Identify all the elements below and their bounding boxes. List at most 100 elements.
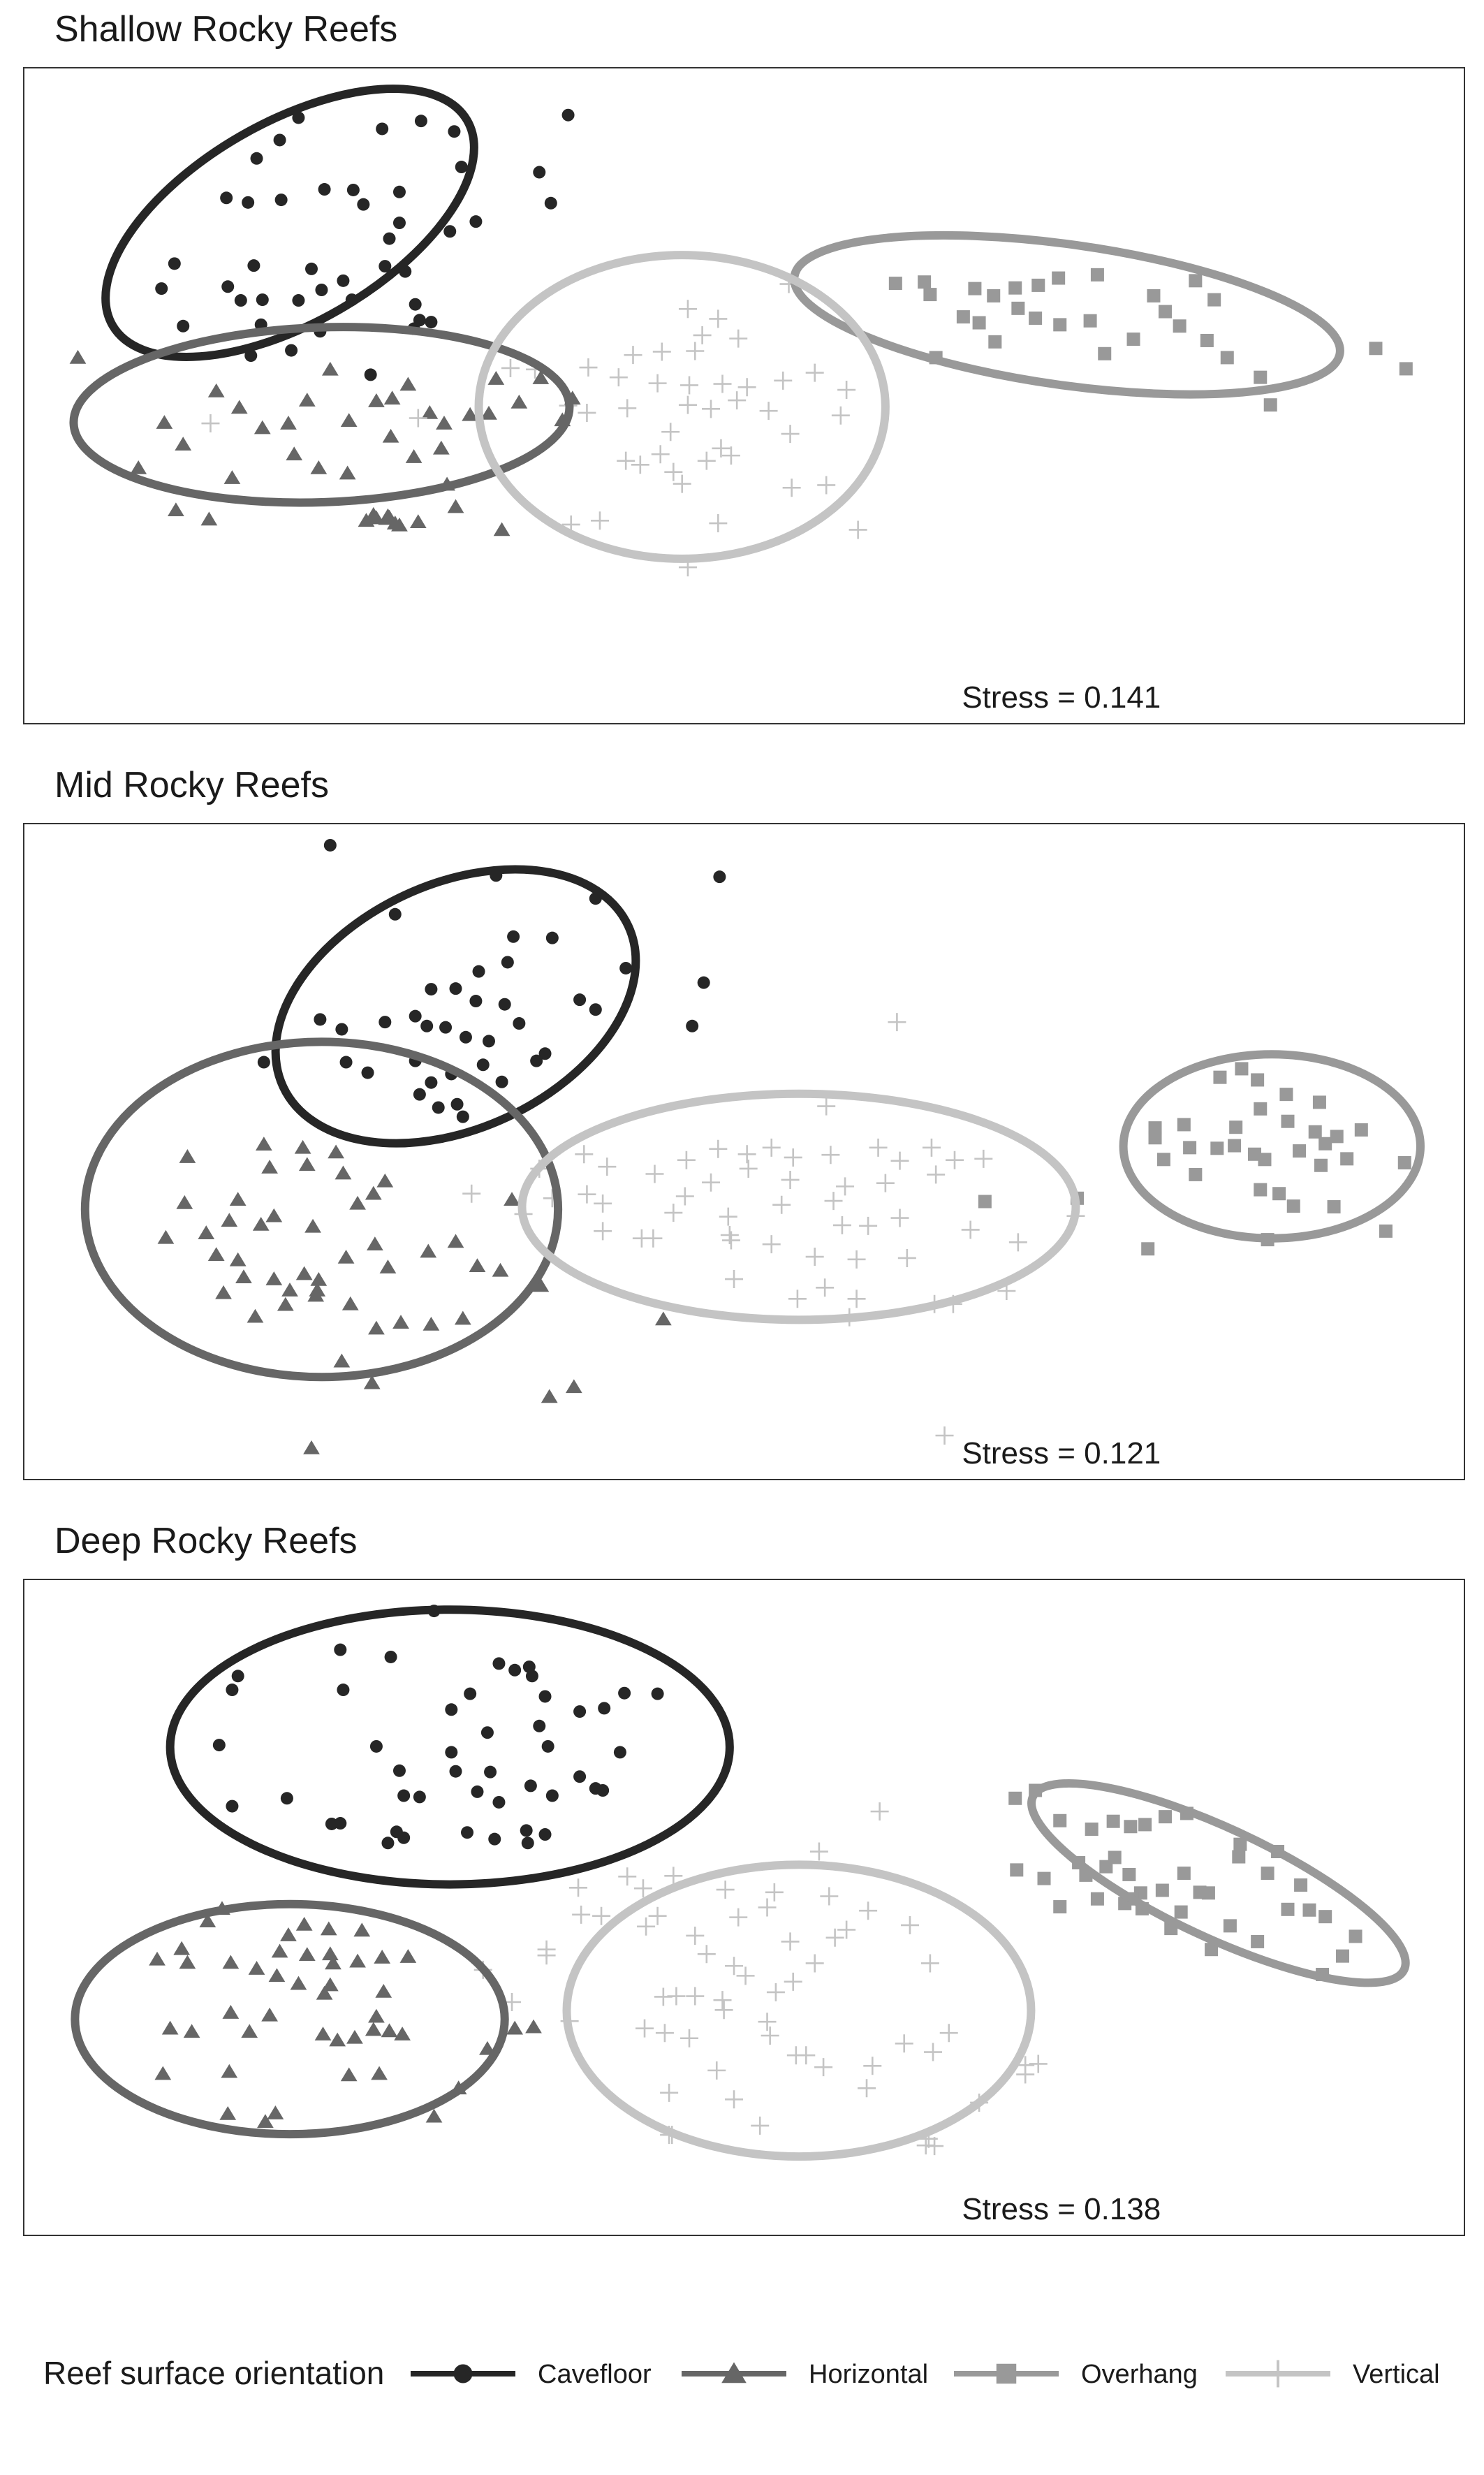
overhang-point bbox=[1399, 362, 1413, 376]
vertical-point bbox=[897, 1248, 916, 1267]
vertical-point bbox=[895, 2034, 913, 2053]
cavefloor-point bbox=[488, 1832, 501, 1846]
horizontal-point bbox=[320, 1921, 337, 1936]
cavefloor-point bbox=[414, 115, 427, 128]
overhang-point bbox=[1193, 1885, 1207, 1899]
cavefloor-point bbox=[498, 998, 511, 1011]
cavefloor-point bbox=[541, 1739, 554, 1753]
horizontal-point bbox=[328, 1144, 344, 1159]
cavefloor-point bbox=[234, 294, 247, 307]
horizontal-point bbox=[447, 499, 464, 513]
horizontal-point bbox=[394, 2027, 411, 2040]
series-vertical bbox=[473, 1802, 1048, 2156]
vertical-point bbox=[592, 1906, 611, 1925]
overhang-point bbox=[1141, 1242, 1155, 1256]
cavefloor-point bbox=[492, 1795, 506, 1809]
cavefloor-point bbox=[573, 1770, 587, 1783]
horizontal-point bbox=[156, 415, 173, 429]
cavefloor-point bbox=[420, 1019, 434, 1032]
cavefloor-point bbox=[459, 1030, 472, 1044]
horizontal-point bbox=[281, 1283, 298, 1297]
cavefloor-point bbox=[226, 1799, 239, 1813]
vertical-point bbox=[848, 520, 867, 539]
cavefloor-point bbox=[409, 1009, 422, 1023]
vertical-point bbox=[759, 402, 778, 421]
horizontal-point bbox=[255, 1137, 272, 1151]
vertical-point bbox=[693, 326, 712, 344]
vertical-point bbox=[709, 514, 728, 533]
overhang-point bbox=[923, 288, 937, 302]
overhang-point bbox=[1124, 1820, 1138, 1834]
vertical-point bbox=[720, 1226, 739, 1245]
cavefloor-point bbox=[334, 1643, 347, 1656]
overhang-point bbox=[1085, 1823, 1099, 1837]
cavefloor-point bbox=[357, 198, 370, 211]
horizontal-point bbox=[368, 2008, 385, 2023]
cavefloor-point bbox=[212, 1739, 226, 1752]
horizontal-point bbox=[254, 420, 271, 435]
horizontal-point bbox=[321, 1977, 339, 1992]
cavefloor-point bbox=[323, 838, 337, 852]
vertical-point bbox=[661, 423, 680, 441]
vertical-point bbox=[644, 1229, 663, 1248]
vertical-point bbox=[890, 1209, 909, 1227]
cavefloor-point bbox=[425, 316, 438, 329]
vertical-point bbox=[618, 399, 637, 418]
cavefloor-point bbox=[561, 108, 575, 122]
overhang-point bbox=[1369, 342, 1383, 356]
vertical-point bbox=[729, 1908, 748, 1927]
overhang-point bbox=[1158, 305, 1172, 319]
vertical-point bbox=[772, 1195, 791, 1214]
cavefloor-point bbox=[538, 1828, 552, 1841]
vertical-point bbox=[713, 374, 732, 393]
cavefloor-point bbox=[471, 1785, 484, 1798]
horizontal-point bbox=[386, 516, 404, 530]
cavefloor-point bbox=[257, 1056, 270, 1069]
cavefloor-point bbox=[397, 1789, 411, 1802]
vertical-point bbox=[501, 358, 520, 377]
horizontal-point bbox=[215, 1285, 232, 1299]
cavefloor-point bbox=[461, 1826, 474, 1839]
cavefloor-point bbox=[544, 196, 557, 210]
overhang-point bbox=[1293, 1144, 1307, 1158]
vertical-point bbox=[594, 1194, 612, 1213]
horizontal-point bbox=[268, 1968, 286, 1983]
horizontal-point bbox=[69, 349, 87, 364]
cavefloor-point bbox=[337, 1684, 350, 1697]
overhang-point bbox=[1327, 1200, 1341, 1214]
overhang-point bbox=[987, 289, 1001, 302]
horizontal-point bbox=[257, 2114, 274, 2129]
vertical-point bbox=[660, 2083, 679, 2102]
vertical-point bbox=[961, 1220, 980, 1239]
cavefloor-point bbox=[318, 183, 331, 196]
overhang-point bbox=[1261, 1867, 1274, 1881]
vertical-point bbox=[805, 1954, 824, 1973]
horizontal-point bbox=[541, 1389, 558, 1403]
legend-item-horizontal: Horizontal bbox=[682, 2360, 928, 2389]
overhang-ellipse bbox=[1119, 1050, 1425, 1243]
horizontal-point bbox=[363, 1375, 381, 1389]
vertical-point bbox=[859, 1216, 878, 1235]
horizontal-point bbox=[248, 1961, 265, 1975]
cavefloor-point bbox=[250, 152, 263, 165]
overhang-point bbox=[1318, 1137, 1332, 1151]
horizontal-point bbox=[161, 2020, 179, 2035]
overhang-point bbox=[1090, 268, 1104, 282]
horizontal-point bbox=[198, 1225, 215, 1239]
vertical-point bbox=[633, 1879, 652, 1898]
horizontal-point bbox=[421, 404, 439, 419]
vertical-point bbox=[805, 1248, 824, 1266]
overhang-point bbox=[1354, 1123, 1368, 1137]
overhang-point bbox=[1090, 1892, 1104, 1906]
vertical-point bbox=[729, 329, 748, 348]
overhang-point bbox=[1281, 1902, 1295, 1916]
overhang-point bbox=[1008, 281, 1022, 295]
cavefloor-point bbox=[369, 1739, 383, 1753]
horizontal-point bbox=[295, 1916, 313, 1931]
overhang-point bbox=[1340, 1152, 1354, 1166]
vertical-point bbox=[784, 1972, 802, 1991]
overhang-point bbox=[1189, 274, 1203, 288]
legend-item-cavefloor: Cavefloor bbox=[411, 2360, 652, 2389]
cavefloor-point bbox=[545, 931, 559, 944]
vertical-point bbox=[664, 1867, 683, 1885]
